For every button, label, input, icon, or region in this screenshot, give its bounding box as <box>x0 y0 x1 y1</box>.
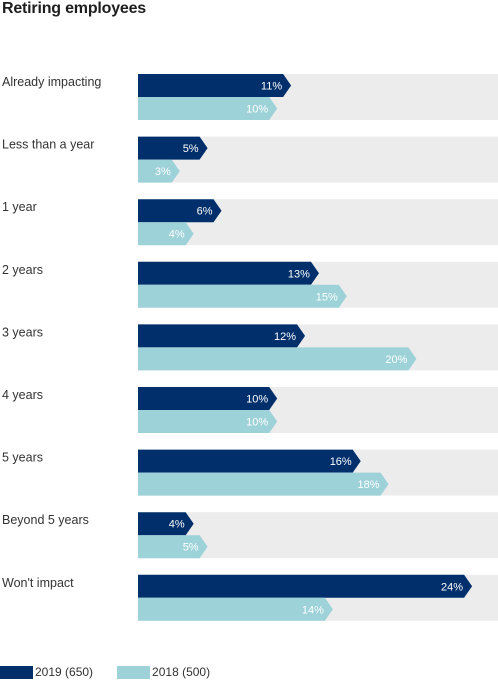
value-label-4-years-series-0: 10% <box>246 394 268 406</box>
value-label-2-years-series-1: 15% <box>316 291 338 303</box>
legend-swatch-2019 <box>0 665 33 679</box>
value-label-won-t-impact-series-0: 24% <box>441 581 463 593</box>
bar-won-t-impact-series-0 <box>138 574 473 598</box>
bar-5-years-series-0 <box>138 449 361 473</box>
bar-2-years-series-1 <box>138 284 347 308</box>
bar-4-years-series-0 <box>138 387 278 410</box>
category-label-5-years: 5 years <box>2 451 43 465</box>
legend-item-2018: 2018 (500) <box>117 665 210 679</box>
chart-title: Retiring employees <box>2 0 147 17</box>
bar-beyond-5-years-series-0 <box>138 512 194 536</box>
value-label-less-than-a-year-series-0: 5% <box>183 143 199 155</box>
legend-swatch-2018 <box>117 665 151 679</box>
value-label-3-years-series-0: 12% <box>274 331 296 343</box>
value-label-1-year-series-0: 6% <box>197 206 213 218</box>
bar-already-impacting-series-0 <box>138 74 292 97</box>
bar-5-years-series-1 <box>138 472 389 496</box>
category-label-2-years: 2 years <box>2 263 43 277</box>
bar-already-impacting-series-1 <box>138 97 278 120</box>
legend-label-2018: 2018 (500) <box>152 665 211 679</box>
legend-label-2019: 2019 (650) <box>35 665 94 679</box>
category-label-4-years: 4 years <box>2 388 43 402</box>
bar-3-years-series-1 <box>138 347 417 371</box>
bar-1-year-series-0 <box>138 199 222 223</box>
category-label-already-impacting: Already impacting <box>2 75 101 89</box>
bar-less-than-a-year-series-0 <box>138 136 208 160</box>
bar-less-than-a-year-series-1 <box>138 159 180 183</box>
bar-4-years-series-1 <box>138 410 278 433</box>
value-label-5-years-series-0: 16% <box>330 456 352 468</box>
value-label-already-impacting-series-0: 11% <box>261 81 282 93</box>
bar-3-years-series-0 <box>138 324 306 348</box>
value-label-2-years-series-0: 13% <box>288 268 310 280</box>
category-label-won-t-impact: Won't impact <box>2 576 74 590</box>
value-label-3-years-series-1: 20% <box>385 354 407 366</box>
bar-won-t-impact-series-1 <box>138 597 333 621</box>
value-label-beyond-5-years-series-1: 5% <box>183 542 199 554</box>
value-label-won-t-impact-series-1: 14% <box>302 604 324 616</box>
legend: 2019 (650) 2018 (500) <box>0 664 234 680</box>
bar-beyond-5-years-series-1 <box>138 535 208 559</box>
value-label-5-years-series-1: 18% <box>358 479 380 491</box>
category-label-less-than-a-year: Less than a year <box>2 138 94 152</box>
bar-1-year-series-1 <box>138 222 194 246</box>
category-label-1-year: 1 year <box>2 200 37 214</box>
category-label-beyond-5-years: Beyond 5 years <box>2 513 89 527</box>
bar-2-years-series-0 <box>138 261 319 285</box>
legend-item-2019: 2019 (650) <box>0 665 93 679</box>
category-label-3-years: 3 years <box>2 325 43 339</box>
value-label-already-impacting-series-1: 10% <box>246 104 268 116</box>
value-label-beyond-5-years-series-0: 4% <box>169 519 185 531</box>
bar-chart: Already impacting 11% 10% Less than a year 5… <box>2 74 498 621</box>
value-label-less-than-a-year-series-1: 3% <box>155 166 171 178</box>
value-label-1-year-series-1: 4% <box>169 229 185 241</box>
value-label-4-years-series-1: 10% <box>246 417 268 429</box>
